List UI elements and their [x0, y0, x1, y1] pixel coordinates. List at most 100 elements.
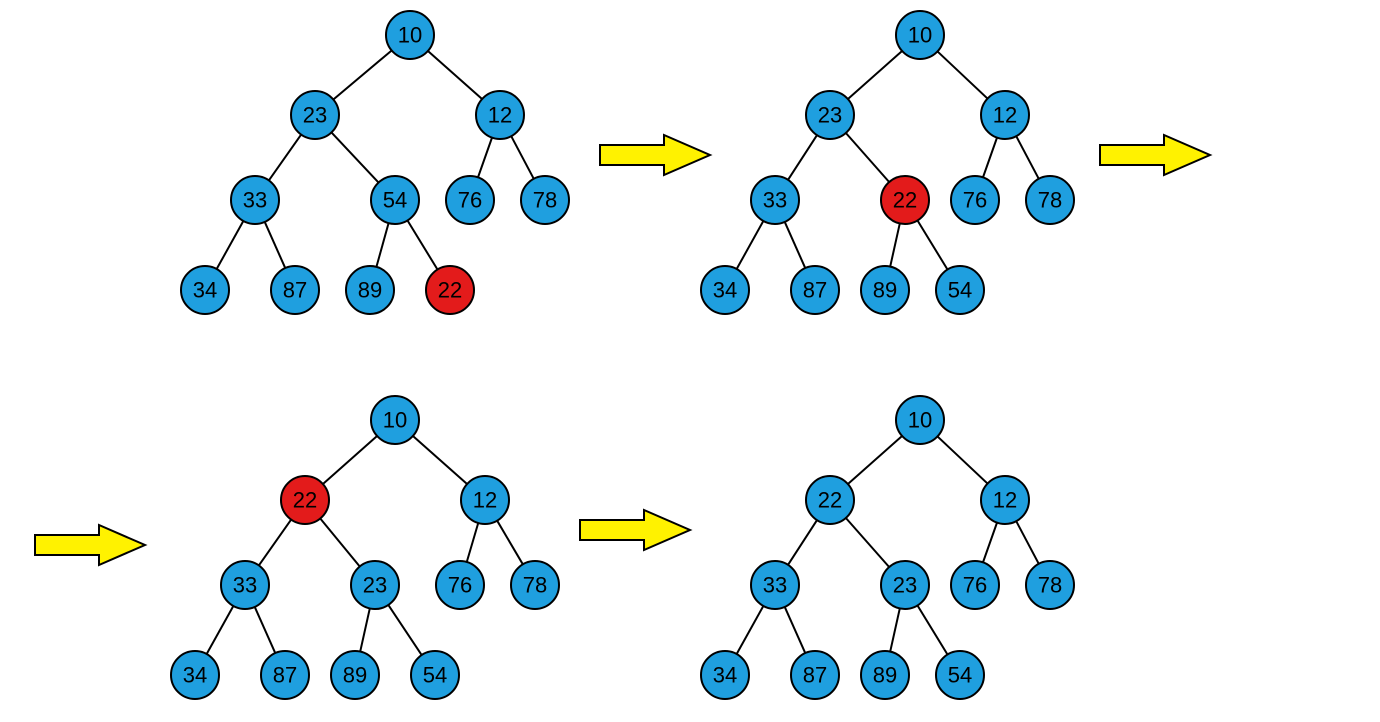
tree-node-label: 23	[303, 103, 327, 128]
tree-node: 76	[951, 561, 999, 609]
tree-node-label: 12	[488, 103, 512, 128]
tree-node: 22	[281, 476, 329, 524]
tree-edge	[983, 138, 997, 178]
arrow-1-to-2	[600, 135, 710, 175]
tree-node: 33	[221, 561, 269, 609]
tree-edge	[737, 221, 764, 269]
tree-node-label: 54	[423, 663, 447, 688]
tree-node-label: 87	[273, 663, 297, 688]
tree-node: 22	[881, 176, 929, 224]
tree-node-label: 87	[803, 278, 827, 303]
tree-node: 87	[261, 651, 309, 699]
tree-node-label: 10	[908, 23, 932, 48]
heap-diagram: 10 23 12 33 54 76 78 34 87 89 22 10 23 12 33 22 76 78 34 87…	[0, 0, 1380, 722]
tree-edge	[265, 222, 286, 268]
tree-node: 33	[231, 176, 279, 224]
tree-node-label: 76	[963, 188, 987, 213]
tree-edge	[848, 51, 902, 99]
tree-edge	[890, 608, 900, 651]
tree-node: 54	[936, 266, 984, 314]
tree-edge	[918, 220, 948, 269]
tree-edge	[785, 222, 806, 268]
tree-node-label: 89	[873, 663, 897, 688]
tree-node-label: 33	[233, 573, 257, 598]
tree-node: 12	[981, 91, 1029, 139]
tree-node-label: 34	[713, 663, 737, 688]
tree-edge	[918, 605, 948, 654]
tree-node: 22	[806, 476, 854, 524]
tree-node-label: 54	[383, 188, 407, 213]
tree-node-label: 89	[358, 278, 382, 303]
tree-node-label: 10	[398, 23, 422, 48]
tree-edge	[428, 51, 482, 99]
tree-node-label: 33	[763, 188, 787, 213]
tree-node: 10	[371, 396, 419, 444]
tree-edge	[259, 520, 291, 566]
tree-edge	[937, 51, 987, 98]
tree-edge	[333, 50, 391, 99]
tree-node-label: 12	[993, 103, 1017, 128]
tree-edge	[376, 223, 388, 267]
tree-edge	[207, 606, 234, 654]
tree-node: 76	[951, 176, 999, 224]
tree-node: 76	[436, 561, 484, 609]
tree-node: 89	[331, 651, 379, 699]
tree-node-label: 22	[893, 188, 917, 213]
tree-edge	[983, 523, 997, 563]
tree-node: 87	[791, 266, 839, 314]
tree-node: 33	[751, 561, 799, 609]
tree-edge	[320, 519, 359, 567]
tree-node-label: 87	[803, 663, 827, 688]
tree-node: 87	[791, 651, 839, 699]
tree-node-label: 10	[383, 408, 407, 433]
tree-node-label: 22	[818, 488, 842, 513]
tree-node: 33	[751, 176, 799, 224]
tree-node-label: 10	[908, 408, 932, 433]
tree-node-label: 12	[473, 488, 497, 513]
tree-edge	[1016, 136, 1039, 179]
tree-node: 10	[386, 11, 434, 59]
tree-node-label: 12	[993, 488, 1017, 513]
tree-edge	[360, 608, 370, 651]
tree-edge	[848, 436, 902, 484]
tree-node: 23	[291, 91, 339, 139]
tree-edge	[937, 436, 987, 483]
tree-step-4: 1022123323767834878954	[701, 396, 1074, 699]
tree-edge	[388, 605, 421, 655]
tree-edge	[408, 220, 438, 269]
arrow-into-3	[35, 525, 145, 565]
tree-node: 54	[411, 651, 459, 699]
tree-node: 34	[171, 651, 219, 699]
tree-edge	[323, 436, 377, 484]
tree-edge	[890, 223, 900, 266]
tree-edge	[511, 136, 534, 179]
tree-edge	[785, 607, 806, 653]
tree-node-label: 78	[533, 188, 557, 213]
tree-node: 23	[806, 91, 854, 139]
tree-edge	[255, 607, 276, 653]
tree-edge	[269, 135, 301, 181]
tree-node-label: 33	[763, 573, 787, 598]
tree-node: 89	[861, 651, 909, 699]
tree-edge	[1016, 521, 1039, 564]
arrow-2-to-3	[1100, 135, 1210, 175]
tree-node-label: 54	[948, 278, 972, 303]
tree-node-label: 78	[523, 573, 547, 598]
tree-node: 12	[461, 476, 509, 524]
tree-node: 78	[1026, 176, 1074, 224]
tree-node-label: 23	[363, 573, 387, 598]
tree-node-label: 34	[193, 278, 217, 303]
tree-node-label: 22	[293, 488, 317, 513]
tree-node: 54	[936, 651, 984, 699]
tree-node-label: 76	[448, 573, 472, 598]
tree-node: 89	[346, 266, 394, 314]
tree-edge	[497, 521, 523, 565]
tree-node: 54	[371, 176, 419, 224]
tree-node: 23	[881, 561, 929, 609]
tree-node: 34	[701, 651, 749, 699]
tree-node-label: 78	[1038, 188, 1062, 213]
tree-edge	[846, 133, 889, 182]
tree-node: 10	[896, 396, 944, 444]
tree-node: 87	[271, 266, 319, 314]
tree-node: 78	[511, 561, 559, 609]
